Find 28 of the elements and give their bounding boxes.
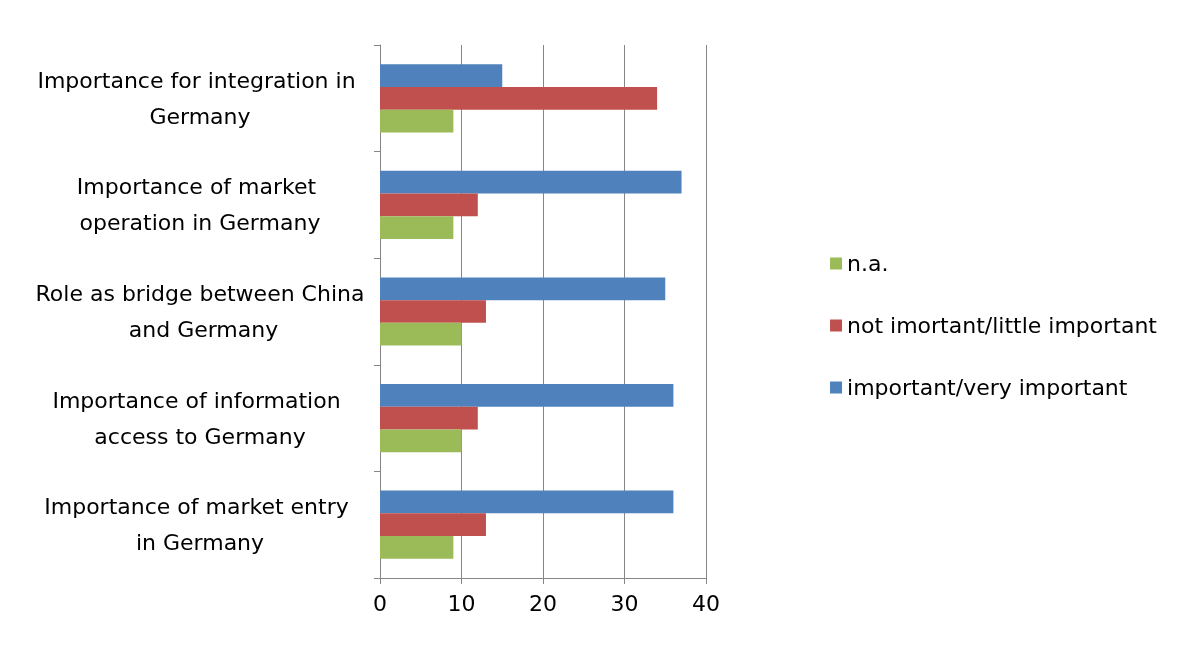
bar [380, 406, 478, 430]
bar [380, 490, 674, 514]
legend-label: important/very important [847, 375, 1128, 400]
x-tick-label: 0 [373, 590, 387, 616]
x-tick-label: 20 [529, 590, 557, 616]
bar [380, 536, 454, 559]
bar [380, 322, 462, 346]
bar [380, 300, 486, 323]
bar [380, 109, 454, 133]
bar [380, 383, 674, 407]
bar [380, 170, 682, 194]
bar [380, 277, 666, 301]
legend-label: n.a. [847, 251, 889, 276]
legend-label: not imortant/little important [847, 313, 1158, 338]
x-tick-label: 10 [447, 590, 476, 616]
bar [380, 86, 658, 110]
bar [380, 216, 454, 240]
x-tick-label: 30 [610, 590, 639, 616]
y-tick-label: Importance of market operation in Germany [76, 174, 324, 236]
y-tick-label: Importance for integration in Germany [37, 67, 363, 129]
y-tick-label: Importance of market entry in Germany [44, 494, 356, 556]
x-tick-label: 40 [692, 590, 720, 616]
y-tick-label: Role as bridge between China and Germany [35, 281, 365, 342]
bar [380, 513, 486, 537]
bar [380, 429, 462, 453]
bar [380, 64, 503, 87]
bar [380, 193, 478, 217]
y-tick-label: Importance of information access to Germany [52, 387, 348, 449]
